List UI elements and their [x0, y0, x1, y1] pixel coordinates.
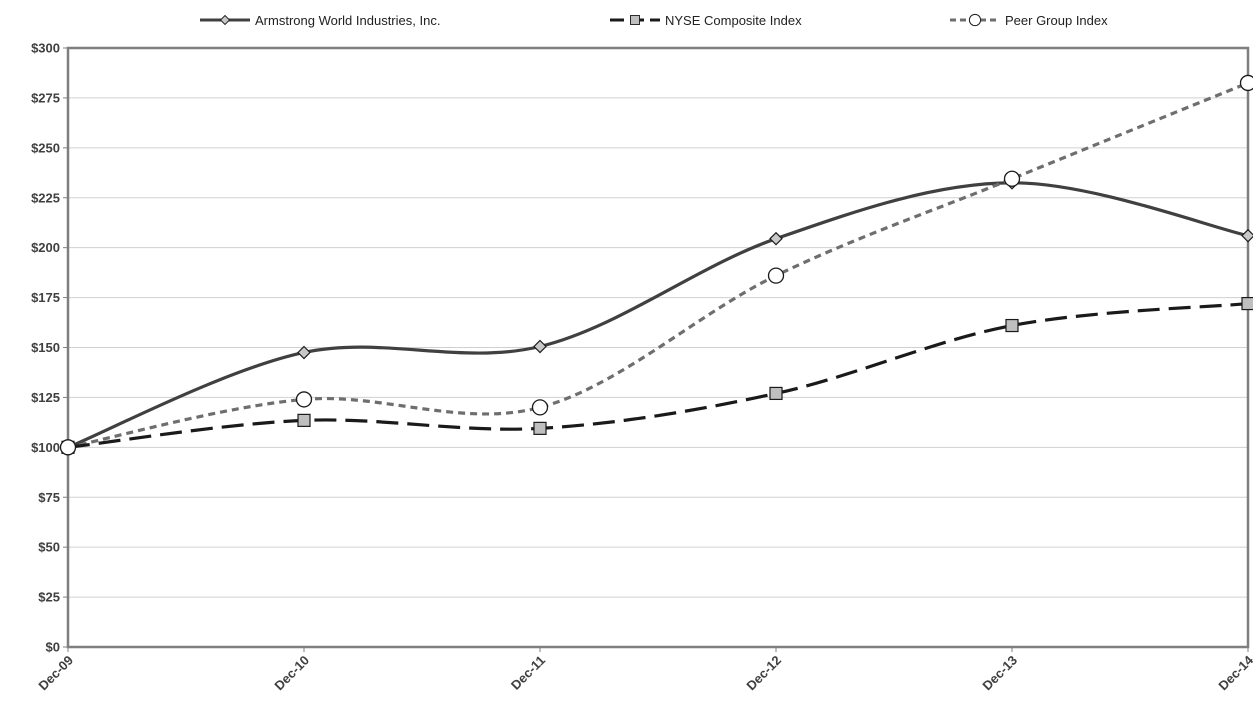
- data-point-square: [1005, 318, 1019, 333]
- data-point-diamond: [1241, 228, 1253, 243]
- legend-label: Armstrong World Industries, Inc.: [255, 13, 440, 28]
- data-point-square: [1241, 296, 1253, 311]
- data-point-circle: [1239, 74, 1253, 92]
- data-point-square: [297, 413, 311, 427]
- data-point-diamond: [297, 345, 311, 360]
- data-point-square: [769, 386, 783, 401]
- y-tick-label: $100: [31, 440, 60, 455]
- y-tick-label: $25: [38, 590, 60, 605]
- series-line-circle: [67, 81, 1249, 449]
- data-point-circle: [295, 391, 313, 408]
- series-markers: [59, 74, 1253, 456]
- legend-marker-circle: [968, 13, 982, 27]
- y-tick-label: $0: [46, 640, 60, 655]
- legend-label: Peer Group Index: [1005, 13, 1108, 28]
- y-tick-label: $125: [31, 390, 60, 405]
- y-tick-label: $75: [38, 490, 60, 505]
- data-point-diamond: [533, 339, 547, 354]
- series-line-diamond: [67, 181, 1249, 449]
- x-axis-ticks: Dec-09 Dec-10 Dec-11 Dec-12 Dec-13 Dec-14: [35, 647, 1253, 693]
- legend-item: Armstrong World Industries, Inc.: [200, 13, 440, 28]
- data-point-circle: [59, 439, 77, 456]
- legend-item: Peer Group Index: [950, 13, 1108, 28]
- y-tick-label: $50: [38, 540, 60, 555]
- legend-marker-square: [630, 15, 640, 25]
- y-tick-label: $250: [31, 140, 60, 155]
- gridlines: [68, 97, 1248, 598]
- x-tick-label: Dec-13: [979, 653, 1020, 694]
- y-tick-label: $150: [31, 340, 60, 355]
- legend-item: NYSE Composite Index: [610, 13, 802, 28]
- series-line-square: [67, 301, 1249, 449]
- data-point-diamond: [769, 231, 783, 246]
- legend-marker-diamond: [219, 14, 231, 26]
- y-tick-label: $300: [31, 41, 60, 56]
- y-tick-label: $200: [31, 240, 60, 255]
- data-point-circle: [531, 399, 549, 416]
- y-tick-label: $275: [31, 90, 60, 105]
- x-tick-label: Dec-10: [271, 653, 312, 694]
- x-tick-label: Dec-12: [743, 653, 784, 694]
- y-axis-ticks: $0 $25 $50 $75 $100 $125 $150 $175 $200 $225 $250 $…: [31, 41, 68, 655]
- x-tick-label: Dec-14: [1215, 652, 1253, 693]
- legend: Armstrong World Industries, Inc. NYSE Com…: [200, 13, 1108, 28]
- y-tick-label: $175: [31, 290, 60, 305]
- x-tick-label: Dec-09: [35, 653, 76, 694]
- data-point-square: [533, 421, 547, 435]
- data-point-circle: [767, 267, 785, 284]
- legend-label: NYSE Composite Index: [665, 13, 802, 28]
- x-tick-label: Dec-11: [508, 653, 548, 693]
- series-lines: [67, 81, 1249, 449]
- y-tick-label: $225: [31, 190, 60, 205]
- data-point-circle: [1003, 170, 1021, 187]
